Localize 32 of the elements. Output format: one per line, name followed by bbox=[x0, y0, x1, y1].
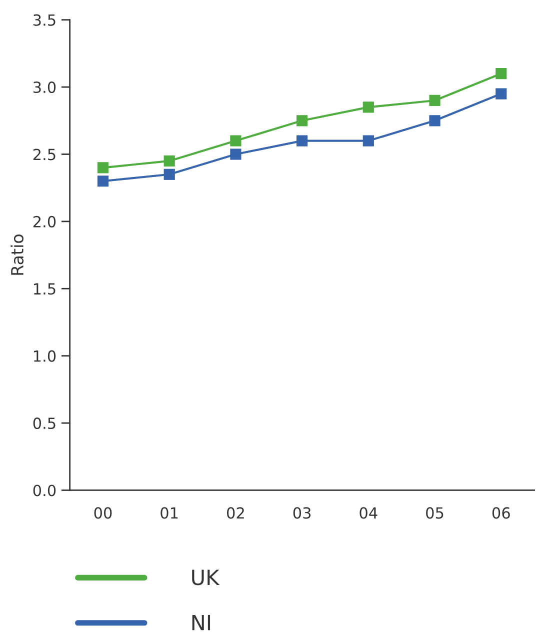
point bbox=[362, 102, 374, 113]
y-tick-label: 2.5 bbox=[33, 148, 56, 160]
point bbox=[230, 135, 242, 146]
x-tick-label: 04 bbox=[360, 507, 378, 519]
y-tick-label: 1.0 bbox=[34, 350, 56, 362]
legend-label: NI bbox=[192, 614, 210, 630]
y-tick-label: 1.5 bbox=[34, 283, 56, 295]
point bbox=[496, 68, 507, 80]
x-tick-label: 05 bbox=[426, 507, 444, 519]
x-tick-label: 03 bbox=[293, 507, 311, 519]
x-tick-label: 02 bbox=[226, 507, 244, 519]
point bbox=[164, 155, 175, 167]
point bbox=[164, 168, 175, 180]
point bbox=[296, 135, 308, 146]
x-tick-label: 00 bbox=[94, 507, 112, 519]
y-tick-label: 2.0 bbox=[33, 216, 56, 228]
point bbox=[429, 115, 440, 126]
x-tick-label: 01 bbox=[160, 507, 178, 519]
point bbox=[362, 135, 374, 146]
y-axis-title: Ratio bbox=[10, 234, 24, 275]
point bbox=[429, 94, 440, 106]
point bbox=[496, 88, 507, 100]
point bbox=[97, 162, 109, 174]
y-tick-label: 3.5 bbox=[33, 14, 56, 26]
y-tick-label: 3.0 bbox=[33, 82, 56, 94]
point bbox=[230, 148, 242, 160]
point bbox=[296, 115, 308, 126]
x-tick-label: 06 bbox=[492, 507, 510, 519]
y-tick-label: 0.5 bbox=[33, 418, 56, 430]
legend-label: UK bbox=[192, 570, 220, 586]
point bbox=[97, 176, 109, 187]
y-tick-label: 0.0 bbox=[33, 484, 56, 496]
